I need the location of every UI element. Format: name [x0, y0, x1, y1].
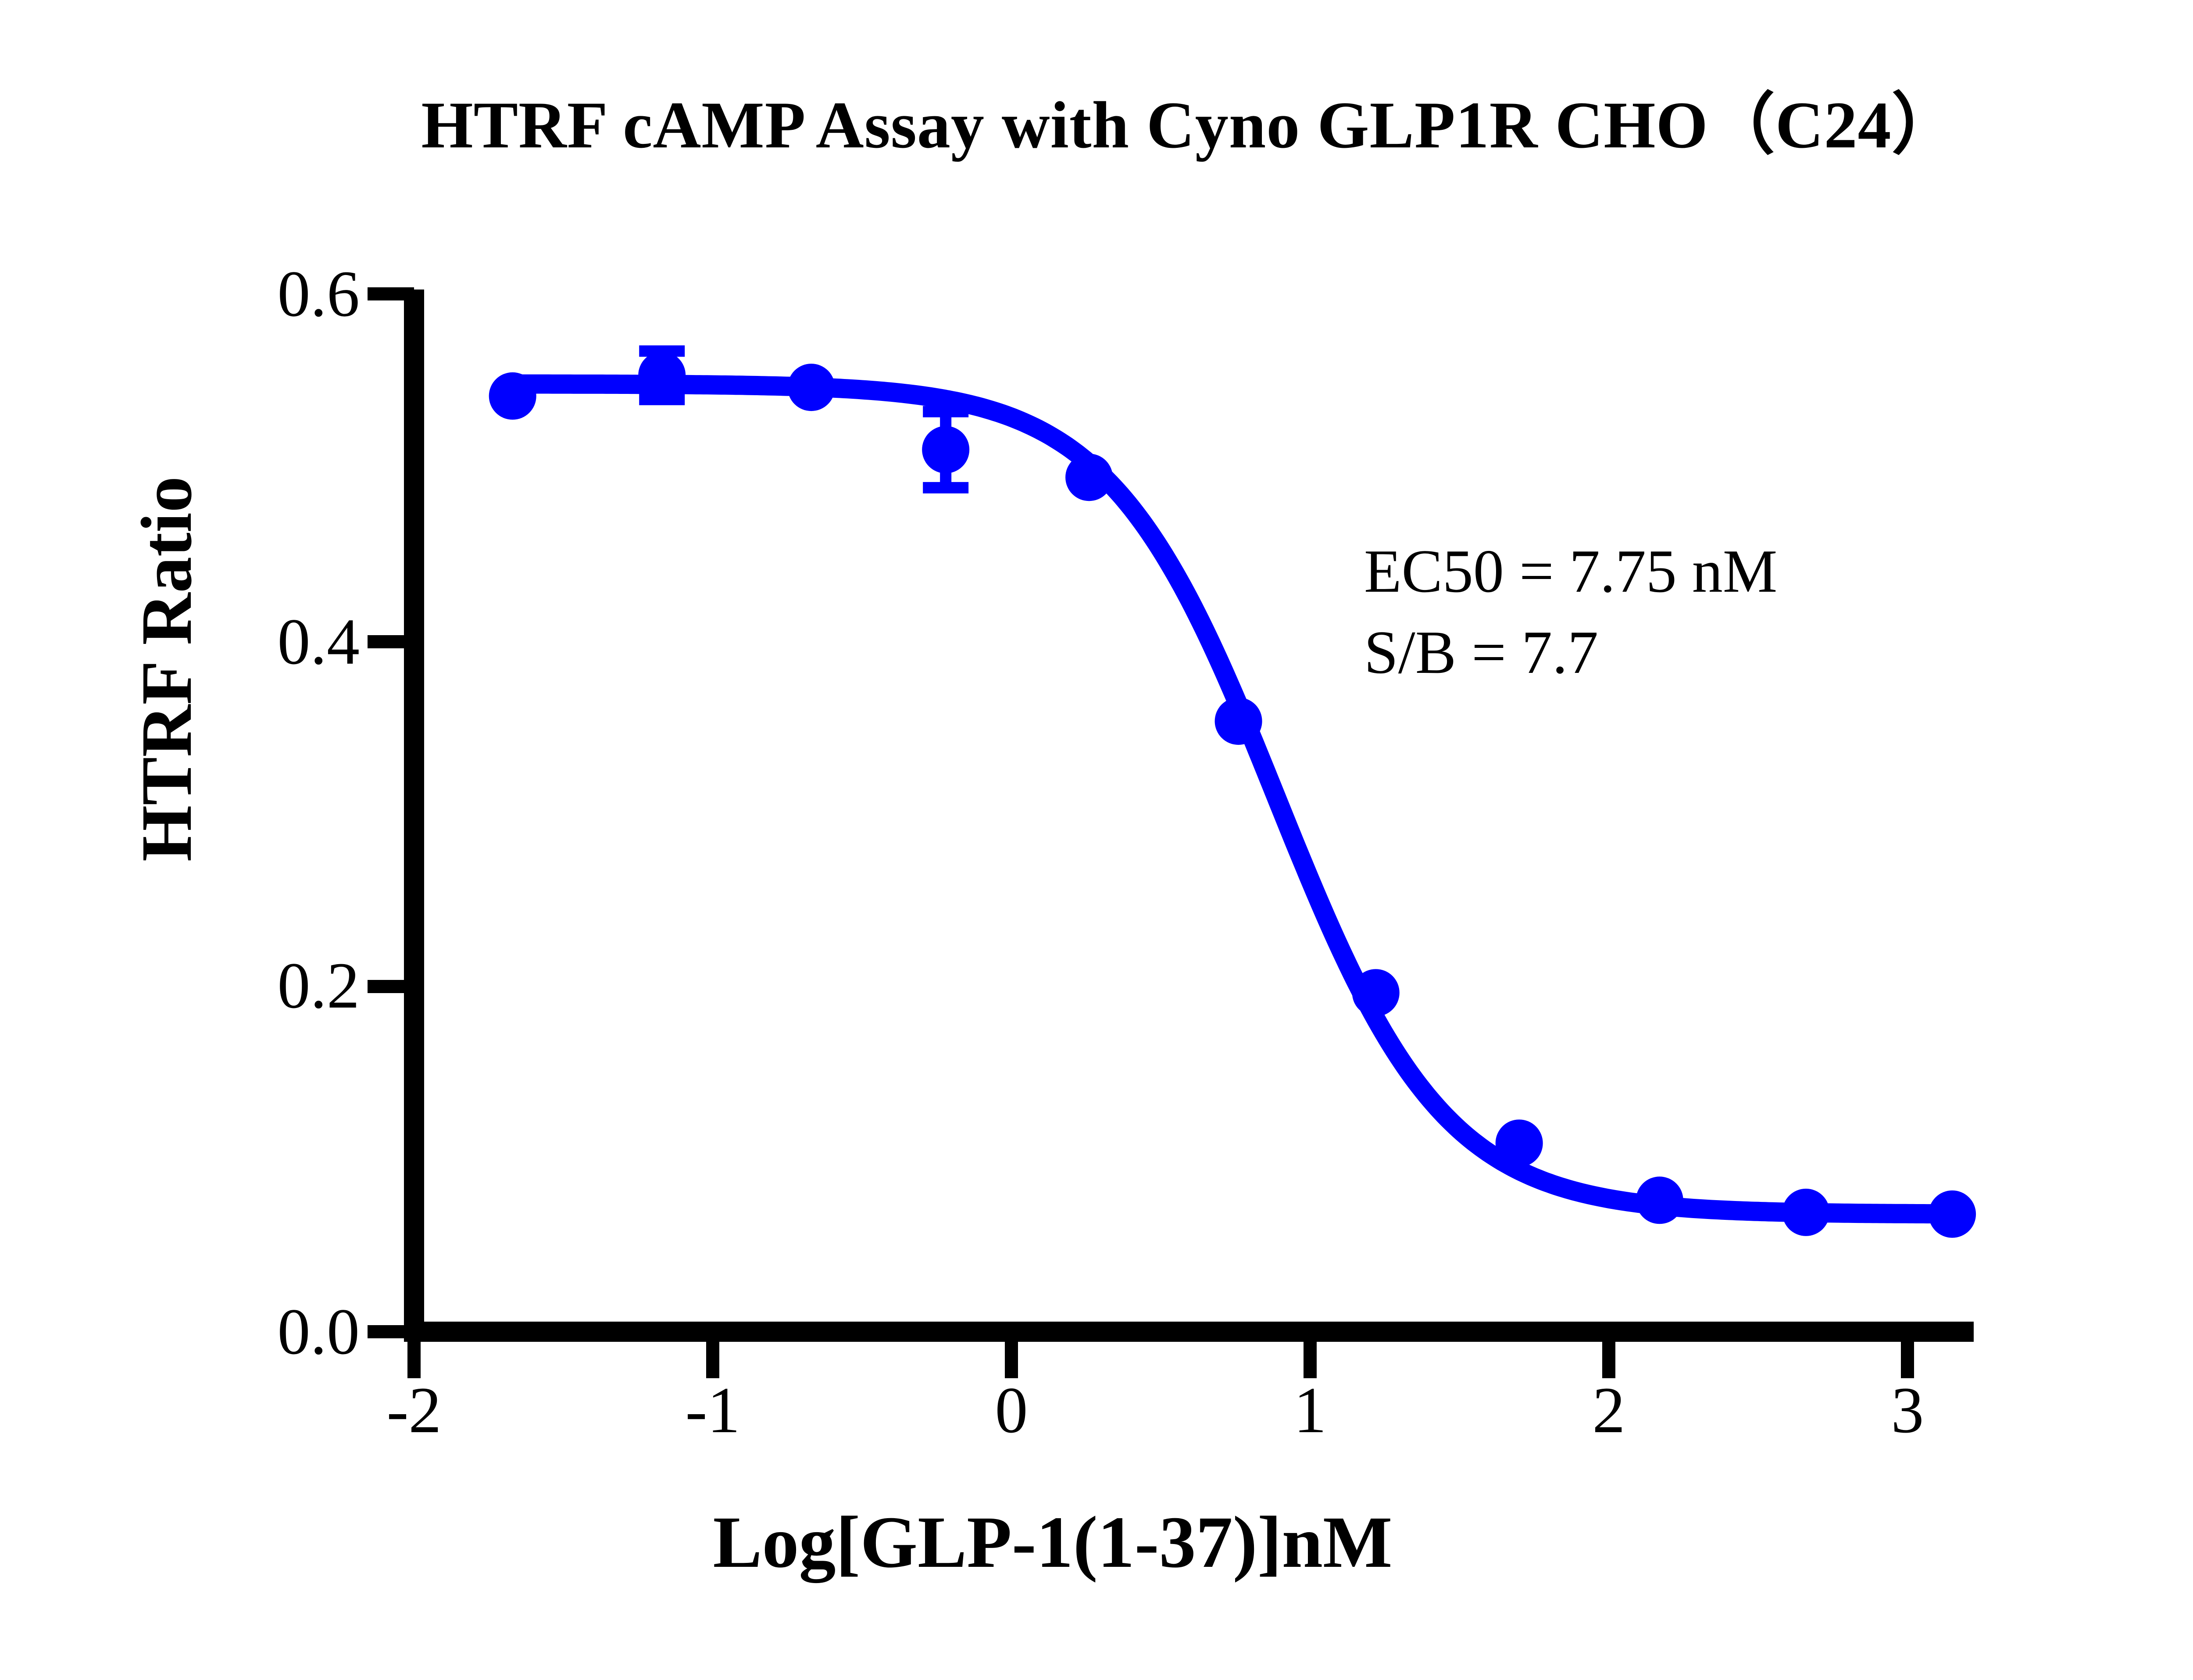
chart-title: HTRF cAMP Assay with Cyno GLP1R CHO（C24） [421, 88, 1959, 162]
x-tick-label: -1 [685, 1374, 740, 1447]
y-tick-label: 0.0 [277, 1295, 360, 1368]
x-tick-label: 3 [1891, 1374, 1924, 1447]
sb-annotation: S/B = 7.7 [1364, 618, 1599, 686]
y-tick-label: 0.2 [277, 949, 360, 1022]
y-tick-label: 0.6 [277, 257, 360, 330]
x-axis-label: Log[GLP-1(1-37)]nM [713, 1501, 1393, 1583]
data-series [489, 345, 1976, 1238]
data-point [489, 372, 536, 420]
x-tick-label: 2 [1592, 1374, 1625, 1447]
x-axis-ticks [407, 1332, 1914, 1378]
data-point [638, 351, 686, 399]
data-point [1636, 1176, 1683, 1224]
ec50-annotation: EC50 = 7.75 nM [1364, 537, 1778, 605]
data-point [1495, 1119, 1543, 1167]
y-axis-ticks [368, 287, 414, 1338]
data-point [1782, 1188, 1830, 1236]
x-tick-label: 0 [995, 1374, 1028, 1447]
fit-curve [503, 374, 1962, 1224]
x-tick-label: -2 [386, 1374, 442, 1447]
data-point [1352, 969, 1400, 1017]
data-point [1929, 1190, 1976, 1238]
axis-lines [404, 290, 1974, 1342]
y-tick-label: 0.4 [277, 605, 360, 678]
data-point [1214, 697, 1262, 745]
data-point [922, 426, 970, 474]
data-point [787, 364, 835, 411]
x-tick-label: 1 [1293, 1374, 1327, 1447]
data-point [1065, 454, 1113, 501]
